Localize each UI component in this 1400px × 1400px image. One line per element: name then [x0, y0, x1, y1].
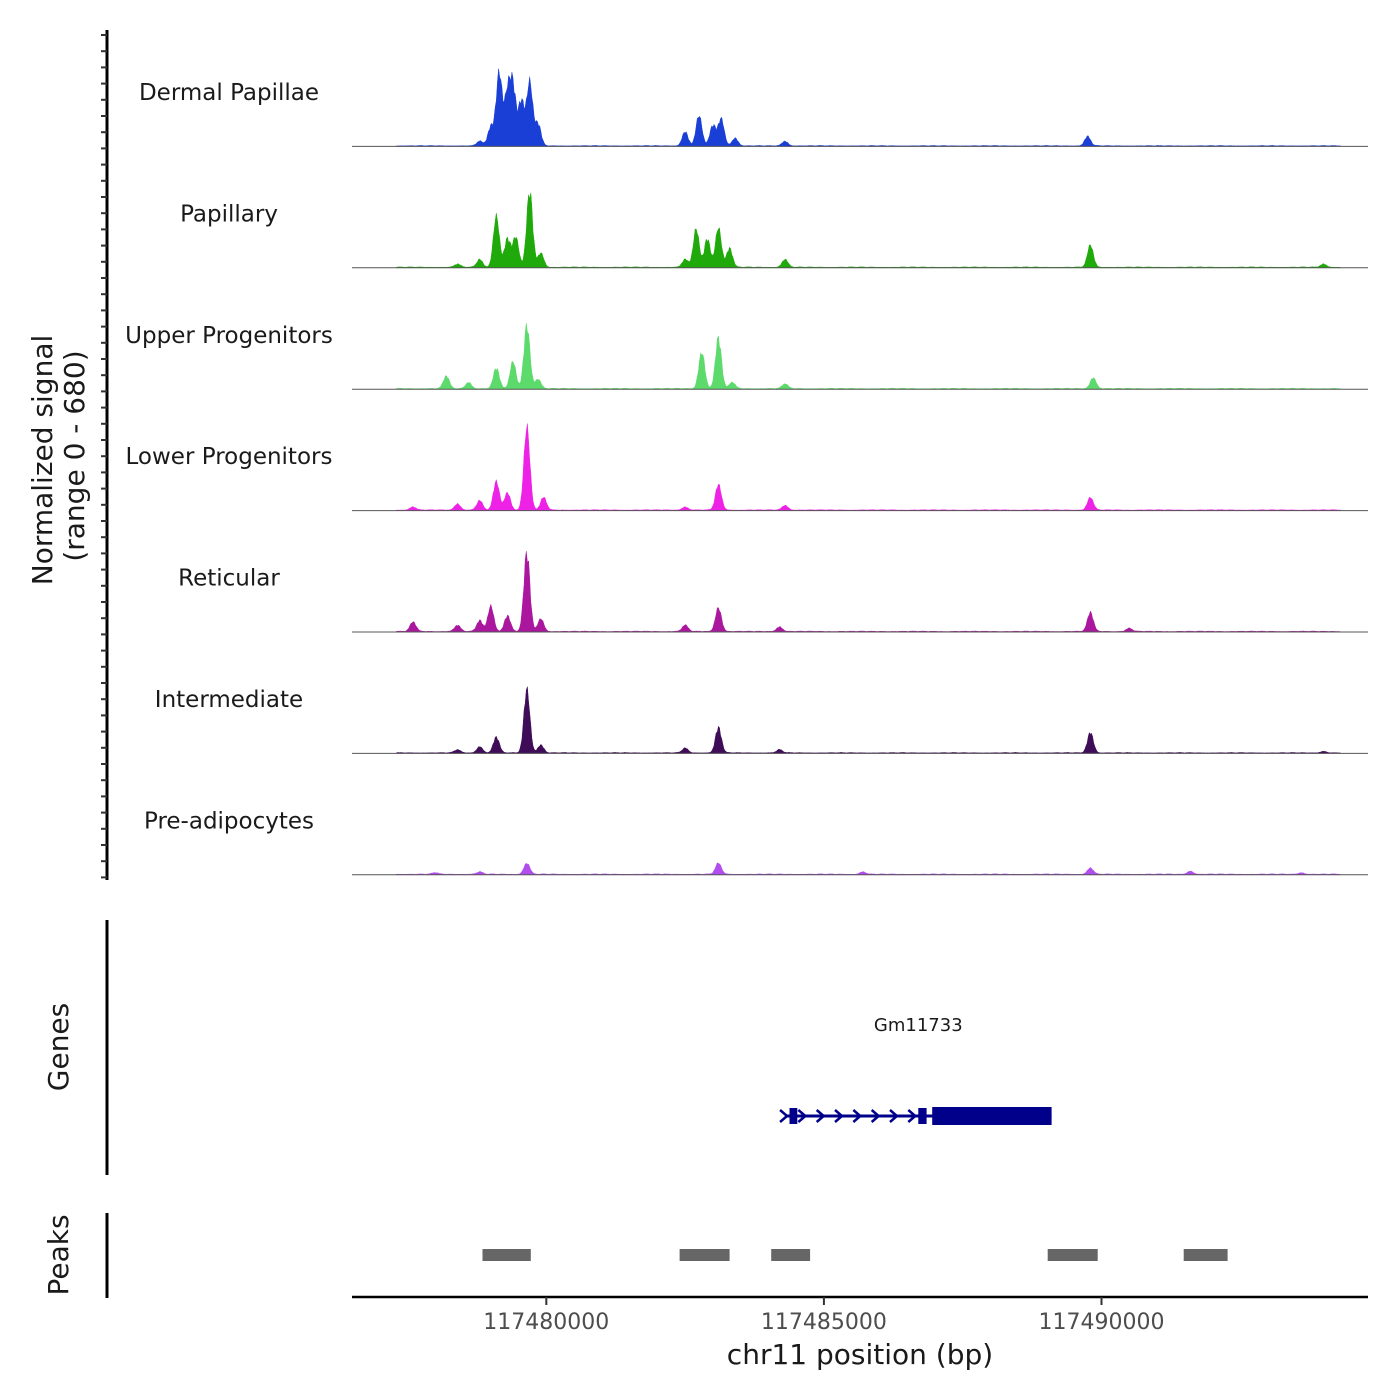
strand-arrow — [852, 1109, 863, 1123]
track-label: Reticular — [178, 566, 280, 592]
track-label: Lower Progenitors — [126, 444, 333, 470]
track-signal-area — [396, 551, 1341, 633]
gene-exon — [932, 1107, 1052, 1125]
peak-region — [1047, 1249, 1098, 1261]
strand-arrow — [870, 1109, 881, 1123]
track-signal-area — [396, 68, 1341, 147]
strand-arrow — [907, 1109, 918, 1123]
y-axis-title: Normalized signal — [26, 335, 59, 586]
peaks-panel-label: Peaks — [42, 1214, 75, 1295]
track-label: Intermediate — [155, 687, 303, 713]
track-label: Dermal Papillae — [139, 80, 319, 106]
gene-exon — [918, 1108, 927, 1124]
track-label: Upper Progenitors — [125, 323, 333, 349]
strand-arrow — [797, 1109, 808, 1123]
track-label: Pre-adipocytes — [144, 808, 314, 834]
genes-panel-label: Genes — [42, 1003, 75, 1091]
track-signal-area — [396, 192, 1341, 269]
track-signal-area — [396, 423, 1341, 511]
gene-track: Gm11733 — [779, 1015, 1052, 1125]
x-axis-title: chr11 position (bp) — [727, 1338, 993, 1371]
signal-y-ticks — [101, 34, 107, 879]
strand-arrow — [834, 1109, 844, 1123]
strand-arrow — [889, 1109, 899, 1123]
track-signal-area — [396, 862, 1341, 876]
peak-regions — [482, 1249, 1228, 1261]
peak-region — [679, 1249, 730, 1261]
x-tick-label: 117485000 — [761, 1310, 887, 1335]
track-signal-area — [396, 686, 1341, 754]
strand-arrow — [815, 1109, 826, 1123]
x-axis-ticks: 117480000 117485000 117490000 — [483, 1297, 1164, 1335]
strand-arrow — [779, 1109, 789, 1123]
peak-region — [771, 1249, 811, 1261]
peak-region — [1183, 1249, 1228, 1261]
peak-region — [482, 1249, 531, 1261]
gene-name-label: Gm11733 — [874, 1015, 963, 1036]
gene-exon — [789, 1108, 798, 1124]
y-axis-range-label: (range 0 - 680) — [58, 350, 91, 561]
signal-tracks: Dermal Papillae Papillary Upper Progenitor… — [125, 68, 1368, 876]
track-label: Papillary — [180, 201, 278, 227]
x-tick-label: 117490000 — [1039, 1310, 1165, 1335]
x-tick-label: 117480000 — [483, 1310, 609, 1335]
track-signal-area — [396, 323, 1341, 390]
